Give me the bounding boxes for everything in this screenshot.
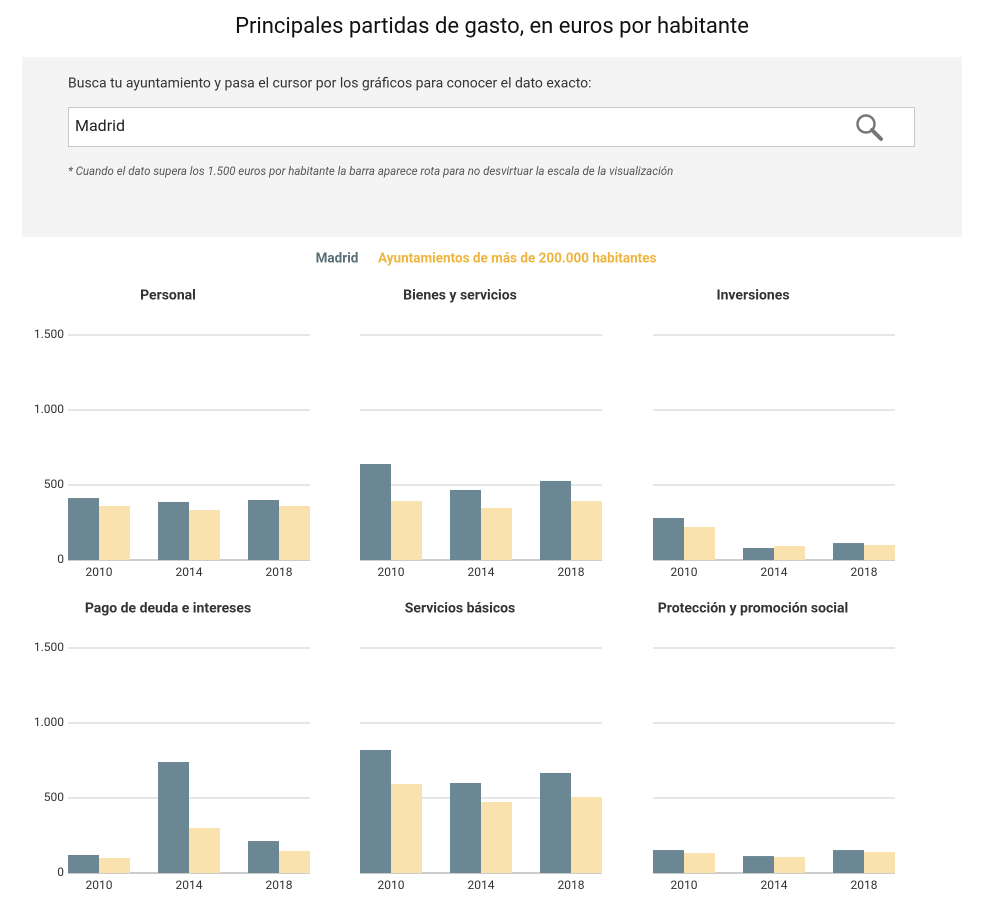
search-prompt: Busca tu ayuntamiento y pasa el cursor p…	[68, 76, 592, 92]
bar	[279, 850, 310, 873]
bar	[653, 850, 684, 873]
bar	[540, 480, 571, 560]
x-tick-label: 2018	[558, 878, 585, 892]
y-tick-label: 1.500	[34, 327, 64, 341]
x-tick-label: 2014	[176, 878, 203, 892]
bar	[99, 858, 130, 873]
bar	[391, 501, 422, 560]
search-input[interactable]	[68, 107, 915, 147]
bar	[360, 750, 391, 873]
bar	[653, 518, 684, 560]
x-tick-label: 2014	[761, 878, 788, 892]
bar	[774, 856, 805, 873]
x-tick-label: 2014	[761, 565, 788, 579]
bar	[540, 772, 571, 873]
bar	[360, 464, 391, 560]
y-tick-label: 1.000	[34, 715, 64, 729]
chart-title: Servicios básicos	[405, 601, 515, 617]
bar	[743, 856, 774, 873]
bar	[450, 783, 481, 873]
bar	[189, 828, 220, 873]
bar	[864, 545, 895, 560]
x-tick-label: 2018	[266, 565, 293, 579]
x-tick-label: 2018	[851, 878, 878, 892]
bar	[68, 498, 99, 560]
chart-title: Personal	[140, 288, 196, 304]
x-tick-label: 2014	[468, 565, 495, 579]
bar	[864, 852, 895, 873]
y-tick-label: 0	[57, 865, 64, 879]
bar	[248, 841, 279, 873]
chart-title: Bienes y servicios	[403, 288, 517, 304]
bar	[774, 546, 805, 560]
legend-entry: Ayuntamientos de más de 200.000 habitant…	[378, 251, 656, 267]
y-tick-label: 500	[44, 790, 64, 804]
bar	[684, 527, 715, 560]
search-icon[interactable]	[856, 114, 883, 141]
y-tick-label: 1.000	[34, 402, 64, 416]
bar	[99, 506, 130, 560]
x-tick-label: 2010	[378, 878, 405, 892]
x-tick-label: 2010	[671, 878, 698, 892]
search-value[interactable]: Madrid	[75, 116, 125, 135]
bar	[279, 506, 310, 560]
bar	[450, 489, 481, 560]
page-title: Principales partidas de gasto, en euros …	[235, 14, 749, 39]
x-tick-label: 2018	[266, 878, 293, 892]
chart-title: Inversiones	[716, 288, 789, 304]
legend-entry: Madrid	[316, 251, 359, 267]
bar	[571, 796, 602, 873]
bar	[481, 802, 512, 873]
bar	[743, 548, 774, 560]
x-tick-label: 2010	[86, 878, 113, 892]
bar	[158, 762, 189, 873]
x-tick-label: 2010	[671, 565, 698, 579]
x-tick-label: 2018	[558, 565, 585, 579]
x-tick-label: 2018	[851, 565, 878, 579]
bar	[684, 853, 715, 873]
x-tick-label: 2014	[468, 878, 495, 892]
x-tick-label: 2014	[176, 565, 203, 579]
bar	[833, 543, 864, 560]
bar	[158, 501, 189, 560]
x-tick-label: 2010	[86, 565, 113, 579]
bar	[248, 500, 279, 560]
y-tick-label: 0	[57, 552, 64, 566]
bar	[189, 510, 220, 560]
bar	[833, 850, 864, 873]
y-tick-label: 500	[44, 477, 64, 491]
bar	[571, 501, 602, 560]
bar	[68, 855, 99, 873]
bar	[481, 507, 512, 560]
x-tick-label: 2010	[378, 565, 405, 579]
chart-title: Pago de deuda e intereses	[85, 601, 251, 617]
bar	[391, 784, 422, 873]
y-tick-label: 1.500	[34, 640, 64, 654]
search-note: * Cuando el dato supera los 1.500 euros …	[68, 164, 673, 178]
chart-title: Protección y promoción social	[658, 601, 848, 617]
